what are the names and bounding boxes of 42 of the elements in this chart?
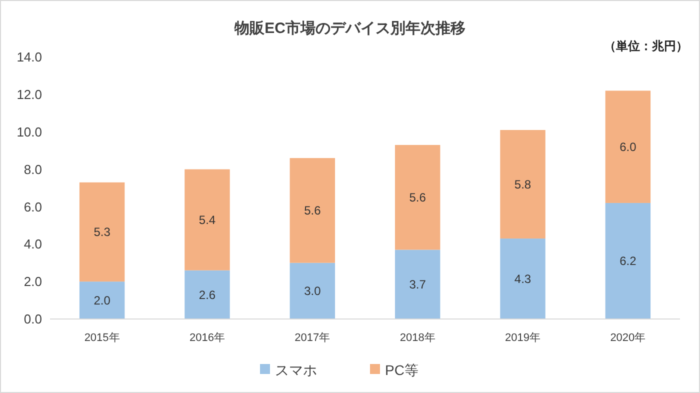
- legend-label: PC等: [385, 362, 418, 378]
- data-label: 5.3: [94, 225, 111, 240]
- data-label: 5.6: [304, 204, 322, 218]
- y-tick-label: 10.0: [16, 124, 42, 140]
- data-label: 3.0: [304, 284, 322, 298]
- x-tick-label: 2019年: [505, 332, 541, 344]
- y-tick-label: 14.0: [16, 50, 42, 65]
- data-label: 5.8: [514, 177, 532, 192]
- bar: [184, 169, 230, 270]
- text: （単位：兆円）: [604, 39, 688, 53]
- data-label: 6.0: [620, 140, 637, 154]
- bar: [290, 158, 336, 263]
- bar: [500, 130, 546, 239]
- bar: [605, 90, 651, 203]
- x-tick-label: 2017年: [294, 332, 330, 344]
- y-tick-label: 8.0: [24, 162, 42, 177]
- x-tick-label: 2018年: [400, 332, 436, 344]
- y-tick-label: 12.0: [16, 86, 42, 102]
- x-tick-label: 2015年: [84, 332, 120, 344]
- data-label: 5.4: [198, 213, 216, 228]
- bar: [79, 182, 125, 282]
- bar: [500, 238, 546, 319]
- chart-title: 物販EC市場のデバイス別年次推移: [234, 19, 466, 37]
- bar: [394, 250, 440, 319]
- y-tick-label: 4.0: [24, 236, 42, 252]
- legend-label: スマホ: [275, 362, 317, 378]
- y-tick-label: 6.0: [24, 199, 42, 214]
- data-label: 5.6: [409, 190, 426, 205]
- bar: [184, 270, 230, 319]
- data-label: 6.2: [620, 254, 637, 268]
- bar: [290, 262, 336, 319]
- data-label: 2.0: [94, 293, 111, 308]
- bar: [605, 202, 651, 319]
- data-label: 4.3: [514, 272, 532, 286]
- bar: [79, 282, 125, 319]
- y-tick-label: 2.0: [24, 274, 42, 290]
- x-tick-label: 2016年: [189, 332, 225, 344]
- data-label: 2.6: [198, 288, 216, 302]
- data-label: 3.7: [409, 278, 426, 292]
- x-tick-label: 2020年: [610, 332, 646, 344]
- y-tick-label: 0.0: [24, 312, 42, 327]
- bar: [394, 144, 440, 250]
